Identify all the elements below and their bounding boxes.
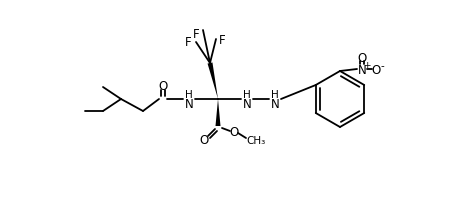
Polygon shape: [215, 99, 220, 126]
Text: +: +: [363, 60, 370, 69]
Text: O: O: [357, 51, 366, 64]
Text: -: -: [379, 61, 383, 71]
Text: F: F: [218, 33, 225, 46]
Text: H: H: [243, 90, 250, 99]
Text: O: O: [158, 79, 167, 92]
Text: F: F: [192, 27, 199, 40]
Text: H: H: [271, 90, 278, 99]
Text: F: F: [184, 36, 191, 49]
Text: O: O: [229, 125, 238, 138]
Text: N: N: [357, 63, 366, 76]
Text: H: H: [185, 90, 193, 99]
Polygon shape: [207, 63, 217, 99]
Text: N: N: [270, 97, 279, 110]
Text: O: O: [371, 63, 380, 76]
Text: N: N: [184, 97, 193, 110]
Text: O: O: [199, 134, 208, 147]
Text: CH₃: CH₃: [246, 135, 265, 145]
Text: N: N: [242, 97, 251, 110]
